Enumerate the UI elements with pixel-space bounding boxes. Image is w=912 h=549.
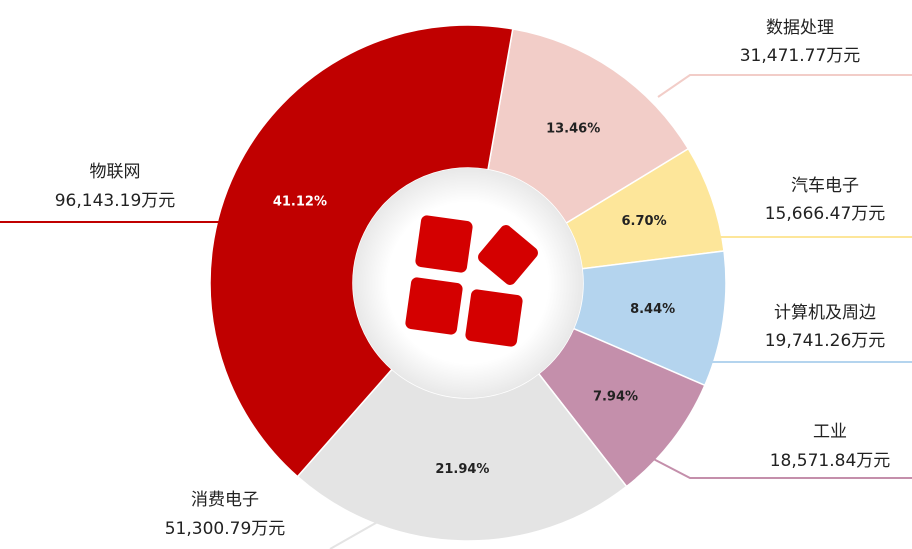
amount-label: 18,571.84万元 <box>770 451 891 471</box>
labels: 13.46% 数据处理 31,471.77万元 6.70% 汽车电子 15,666.47万… <box>0 18 912 549</box>
percent-label: 13.46% <box>546 121 600 136</box>
amount-label: 31,471.77万元 <box>740 46 861 66</box>
percent-label: 41.12% <box>273 195 327 210</box>
amount-label: 15,666.47万元 <box>765 204 886 224</box>
slice <box>209 24 514 478</box>
category-label: 工业 <box>813 422 847 442</box>
percent-label: 21.94% <box>435 462 489 477</box>
amount-label: 51,300.79万元 <box>165 519 286 539</box>
category-label: 数据处理 <box>766 18 834 38</box>
donut-hole <box>353 168 583 398</box>
leader-line <box>657 74 912 98</box>
percent-label: 8.44% <box>630 302 675 317</box>
category-label: 物联网 <box>90 162 141 182</box>
percent-label: 6.70% <box>622 214 667 229</box>
percent-label: 7.94% <box>593 390 638 405</box>
center-icon <box>405 215 538 347</box>
slices <box>209 24 727 542</box>
leader-line <box>329 515 389 549</box>
category-label: 汽车电子 <box>791 176 859 196</box>
amount-label: 19,741.26万元 <box>765 331 886 351</box>
category-label: 消费电子 <box>191 490 259 510</box>
amount-label: 96,143.19万元 <box>55 191 176 211</box>
leader-line <box>639 451 912 479</box>
category-label: 计算机及周边 <box>774 303 876 323</box>
